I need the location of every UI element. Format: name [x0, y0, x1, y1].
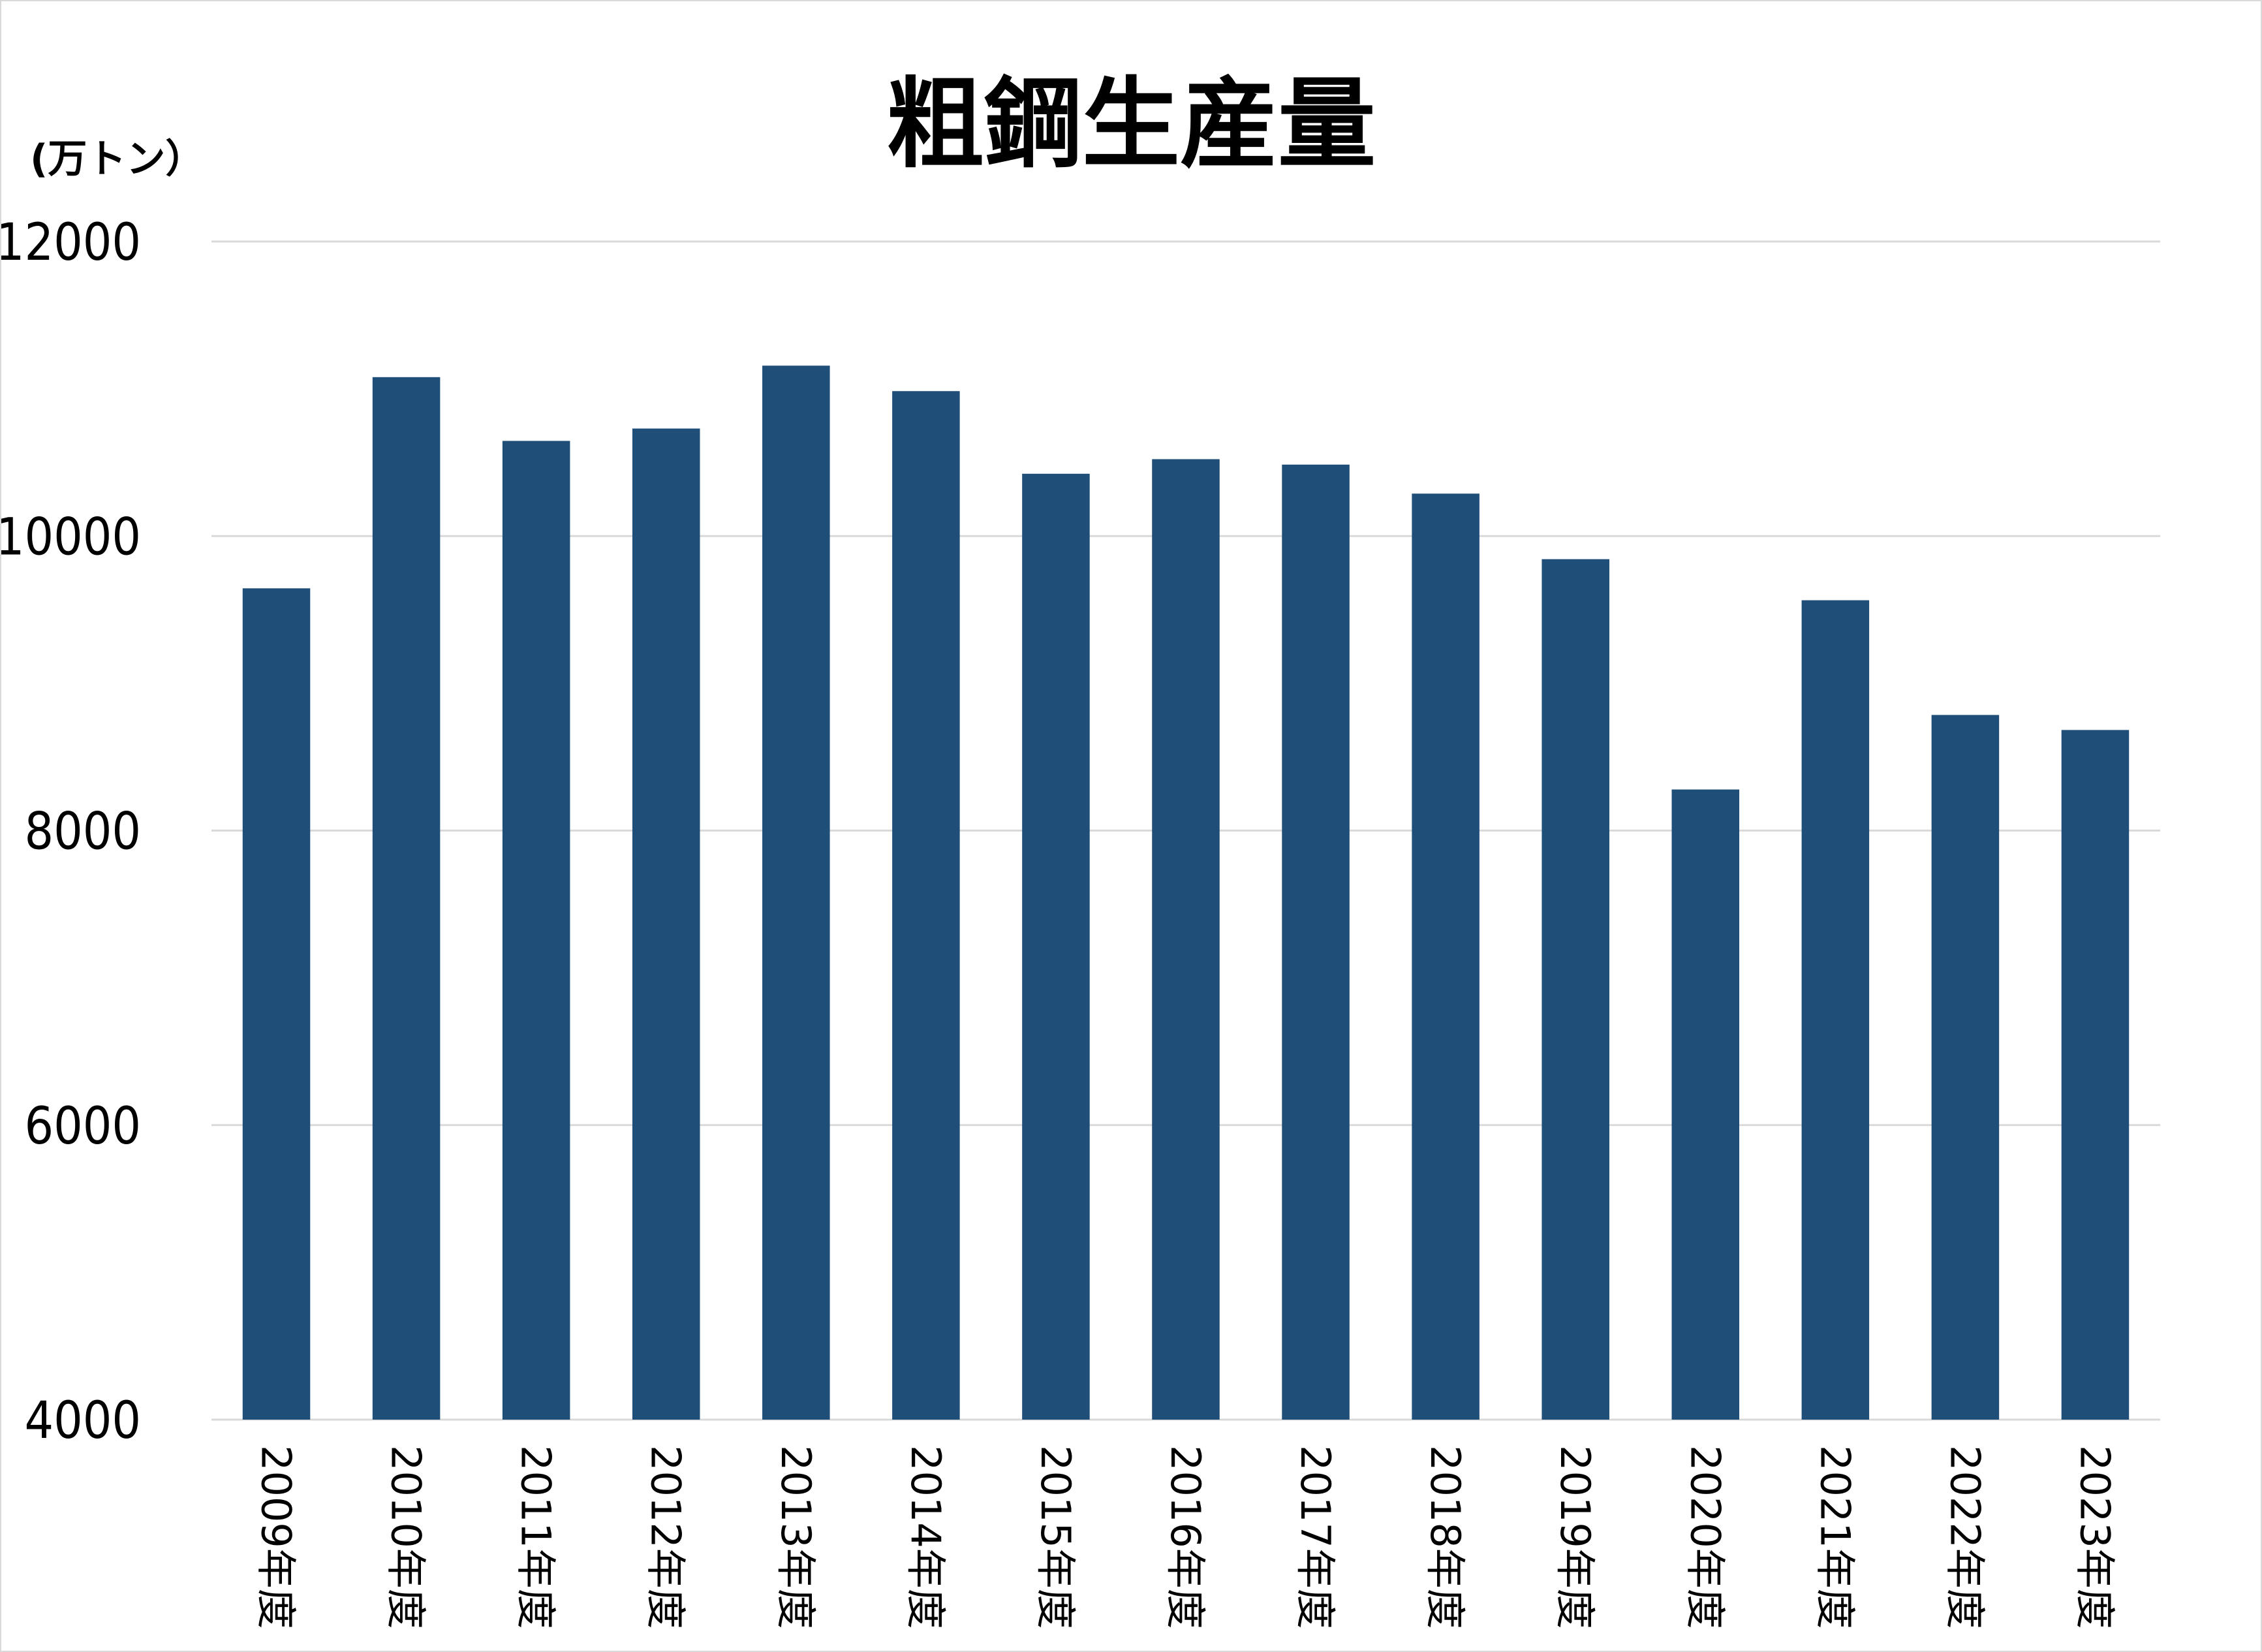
y-tick-label: 4000 [24, 1392, 141, 1450]
bar [1022, 473, 1090, 1420]
bar [762, 366, 830, 1420]
x-tick-label: 2017年度 [1292, 1445, 1339, 1629]
x-tick-label: 2009年度 [253, 1445, 300, 1629]
bar [242, 588, 311, 1420]
bars [242, 366, 2130, 1420]
bar [1671, 789, 1740, 1420]
bar [632, 428, 700, 1420]
x-axis-ticks: 2009年度 2010年度 2011年度 2012年度 2013年度 2014年度 2015… [253, 1445, 2119, 1629]
bar [502, 441, 570, 1420]
x-tick-label: 2014年度 [902, 1445, 950, 1629]
x-tick-label: 2012年度 [642, 1445, 690, 1629]
x-tick-label: 2010年度 [382, 1445, 430, 1629]
x-tick-label: 2019年度 [1551, 1445, 1599, 1629]
bar [2061, 730, 2130, 1420]
x-tick-label: 2013年度 [772, 1445, 820, 1629]
x-tick-label: 2016年度 [1162, 1445, 1209, 1629]
bar [1931, 715, 2000, 1420]
x-tick-label: 2023年度 [2071, 1445, 2118, 1629]
x-tick-label: 2021年度 [1811, 1445, 1859, 1629]
x-tick-label: 2020年度 [1681, 1445, 1729, 1629]
bar [1412, 493, 1480, 1420]
bar [1282, 464, 1350, 1420]
x-tick-label: 2015年度 [1032, 1445, 1079, 1629]
bar [372, 377, 441, 1420]
x-tick-label: 2022年度 [1941, 1445, 1989, 1629]
x-tick-label: 2011年度 [512, 1445, 560, 1629]
y-axis-ticks: 4000 6000 8000 10000 12000 [1, 213, 141, 1450]
y-unit-label: (万トン） [30, 136, 204, 182]
x-tick-label: 2018年度 [1421, 1445, 1469, 1629]
y-tick-label: 6000 [24, 1097, 141, 1156]
bar [1152, 459, 1220, 1420]
y-tick-label: 8000 [24, 803, 141, 862]
y-tick-label: 12000 [1, 213, 141, 272]
bar [1801, 600, 1870, 1420]
bar [1542, 559, 1609, 1420]
y-tick-label: 10000 [1, 508, 141, 567]
bar [892, 391, 960, 1420]
chart-title: 粗鋼生産量 [886, 68, 1376, 181]
